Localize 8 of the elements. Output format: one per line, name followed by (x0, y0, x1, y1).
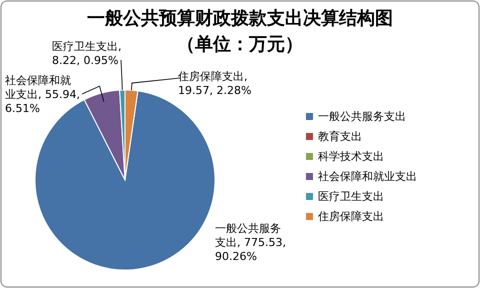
legend-label: 医疗卫生支出 (318, 190, 384, 203)
legend-label: 住房保障支出 (318, 210, 384, 223)
legend-label: 教育支出 (318, 130, 362, 143)
legend-label: 科学技术支出 (318, 150, 384, 163)
chart-title: 一般公共预算财政拨款支出决算结构图 (87, 8, 393, 29)
legend-label: 一般公共服务支出 (318, 110, 406, 123)
legend-label: 社会保障和就业支出 (318, 170, 417, 183)
chart-subtitle: （单位：万元） (177, 34, 303, 55)
